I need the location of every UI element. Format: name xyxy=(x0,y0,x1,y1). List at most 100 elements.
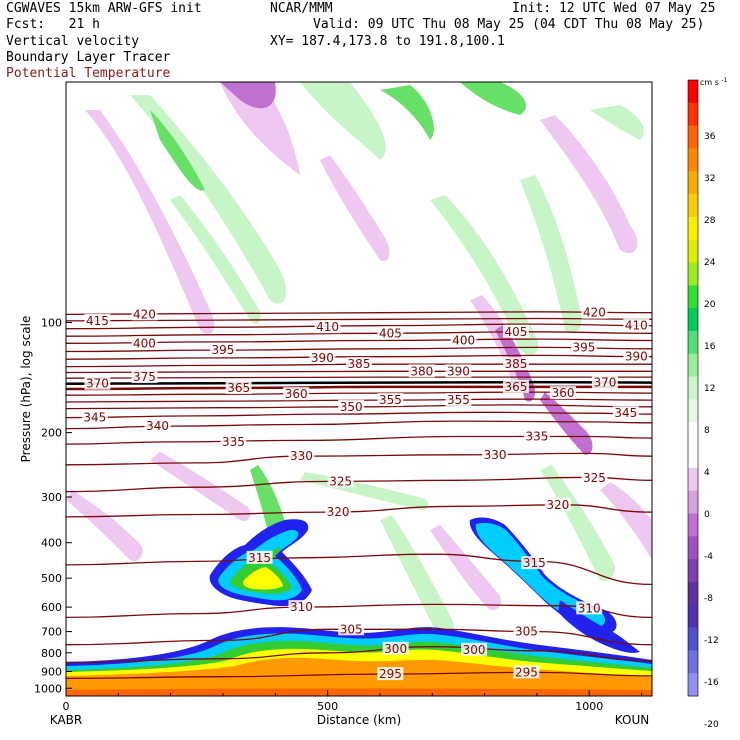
theta-contour-375 xyxy=(66,376,652,379)
theta-label-bg xyxy=(581,305,608,319)
plot-frame xyxy=(65,81,653,697)
theta-label-bg xyxy=(377,326,404,340)
theta-label: 315 xyxy=(523,556,546,570)
theta-label: 385 xyxy=(505,357,528,371)
theta-label-bg xyxy=(544,497,571,511)
colorbar-swatch xyxy=(688,399,698,423)
theta-label-bg xyxy=(377,393,404,407)
theta-contour-345 xyxy=(66,411,652,419)
colorbar-swatch xyxy=(688,559,698,583)
theta-label: 405 xyxy=(379,326,402,340)
colorbar-swatch xyxy=(688,262,698,286)
theta-label-bg xyxy=(283,387,310,401)
colorbar-swatch xyxy=(688,536,698,560)
colorbar-swatch xyxy=(688,376,698,400)
x-tick-label: 0 xyxy=(63,700,70,713)
y-tick-label: 600 xyxy=(41,601,62,614)
colorbar-swatch xyxy=(688,216,698,241)
theta-label: 305 xyxy=(515,625,538,639)
forecast-hour: Fcst: 21 h xyxy=(6,17,100,32)
colorbar-label: 4 xyxy=(704,468,710,478)
cross-section-endpoints: XY= 187.4,173.8 to 191.8,100.1 xyxy=(270,34,505,49)
theta-label: 365 xyxy=(227,381,250,395)
theta-label: 335 xyxy=(222,435,245,449)
theta-label: 320 xyxy=(327,505,350,519)
theta-label-bg xyxy=(84,376,111,390)
theta-label-bg xyxy=(314,320,341,334)
theta-label: 420 xyxy=(133,307,156,321)
colorbar-label: 0 xyxy=(704,510,710,520)
center-title: NCAR/MMM xyxy=(270,1,333,16)
endpoint-right: KOUN xyxy=(615,713,649,727)
field-vertical-velocity: Vertical velocity xyxy=(6,34,140,49)
theta-contour-415 xyxy=(66,317,652,322)
theta-label: 390 xyxy=(311,351,334,365)
theta-label-bg xyxy=(338,622,365,636)
colorbar-swatch xyxy=(688,308,698,332)
theta-label: 325 xyxy=(329,474,352,488)
colorbar-swatch xyxy=(688,353,698,378)
theta-label-bg xyxy=(623,349,650,363)
theta-label: 320 xyxy=(546,498,569,512)
theta-contour-385 xyxy=(66,363,652,368)
theta-label: 325 xyxy=(583,471,606,485)
theta-label-bg xyxy=(521,556,548,570)
theta-label: 305 xyxy=(340,622,363,636)
theta-label-bg xyxy=(377,667,404,681)
theta-label: 300 xyxy=(463,643,486,657)
theta-label: 370 xyxy=(593,376,616,390)
x-tick-label: 1000 xyxy=(575,700,603,713)
theta-label-bg xyxy=(209,343,236,357)
theta-contour-300 xyxy=(66,646,652,664)
colorbar-swatch xyxy=(688,445,698,469)
theta-contour-305 xyxy=(66,628,652,646)
field-boundary-layer-tracer: Boundary Layer Tracer xyxy=(6,50,171,65)
y-tick-label: 500 xyxy=(41,572,62,585)
colorbar-swatch xyxy=(688,650,698,674)
colorbar-swatch xyxy=(688,627,698,651)
colorbar-label: 24 xyxy=(704,258,716,268)
colorbar-label: 8 xyxy=(704,426,710,436)
theta-label-bg xyxy=(225,380,252,394)
theta-label: 365 xyxy=(505,380,528,394)
y-tick-label: 900 xyxy=(41,666,62,679)
field-potential-temperature: Potential Temperature xyxy=(6,66,171,81)
x-tick-label: 500 xyxy=(317,700,338,713)
colorbar-swatch xyxy=(688,148,698,172)
theta-label: 410 xyxy=(316,320,339,334)
theta-label-bg xyxy=(131,336,158,350)
theta-contour-395 xyxy=(66,346,652,353)
theta-label-bg xyxy=(445,393,472,407)
theta-label-bg xyxy=(408,364,435,378)
colorbar-label: -4 xyxy=(704,552,713,562)
theta-label: 345 xyxy=(614,406,637,420)
theta-label-bg xyxy=(84,313,111,327)
x-axis: 0 500 1000 xyxy=(63,690,643,713)
colorbar-label: -16 xyxy=(704,678,719,688)
theta-label-bg xyxy=(246,550,273,564)
colorbar-label: -12 xyxy=(704,636,719,646)
y-tick-label: 300 xyxy=(41,491,62,504)
endpoint-left: KABR xyxy=(50,713,82,727)
theta-label-bg xyxy=(523,429,550,443)
theta-label: 395 xyxy=(573,340,596,354)
colorbar-swatch xyxy=(688,285,698,309)
theta-label-bg xyxy=(288,449,315,463)
theta-contour-410 xyxy=(66,323,652,330)
theta-label-bg xyxy=(502,357,529,371)
theta-label: 330 xyxy=(484,448,507,462)
theta-contour-420 xyxy=(66,311,652,316)
theta-contour-315 xyxy=(66,553,652,586)
theta-contour-400 xyxy=(66,338,652,344)
colorbar-swatch xyxy=(688,513,698,537)
theta-label: 315 xyxy=(248,551,271,565)
colorbar-swatch xyxy=(688,422,698,446)
theta-label: 410 xyxy=(625,319,648,333)
theta-label-bg xyxy=(502,379,529,393)
colorbar-swatch xyxy=(688,239,698,264)
y-tick-label: 200 xyxy=(41,427,62,440)
theta-label: 385 xyxy=(348,357,371,371)
theta-label: 295 xyxy=(515,665,538,679)
theta-label-bg xyxy=(576,601,603,615)
